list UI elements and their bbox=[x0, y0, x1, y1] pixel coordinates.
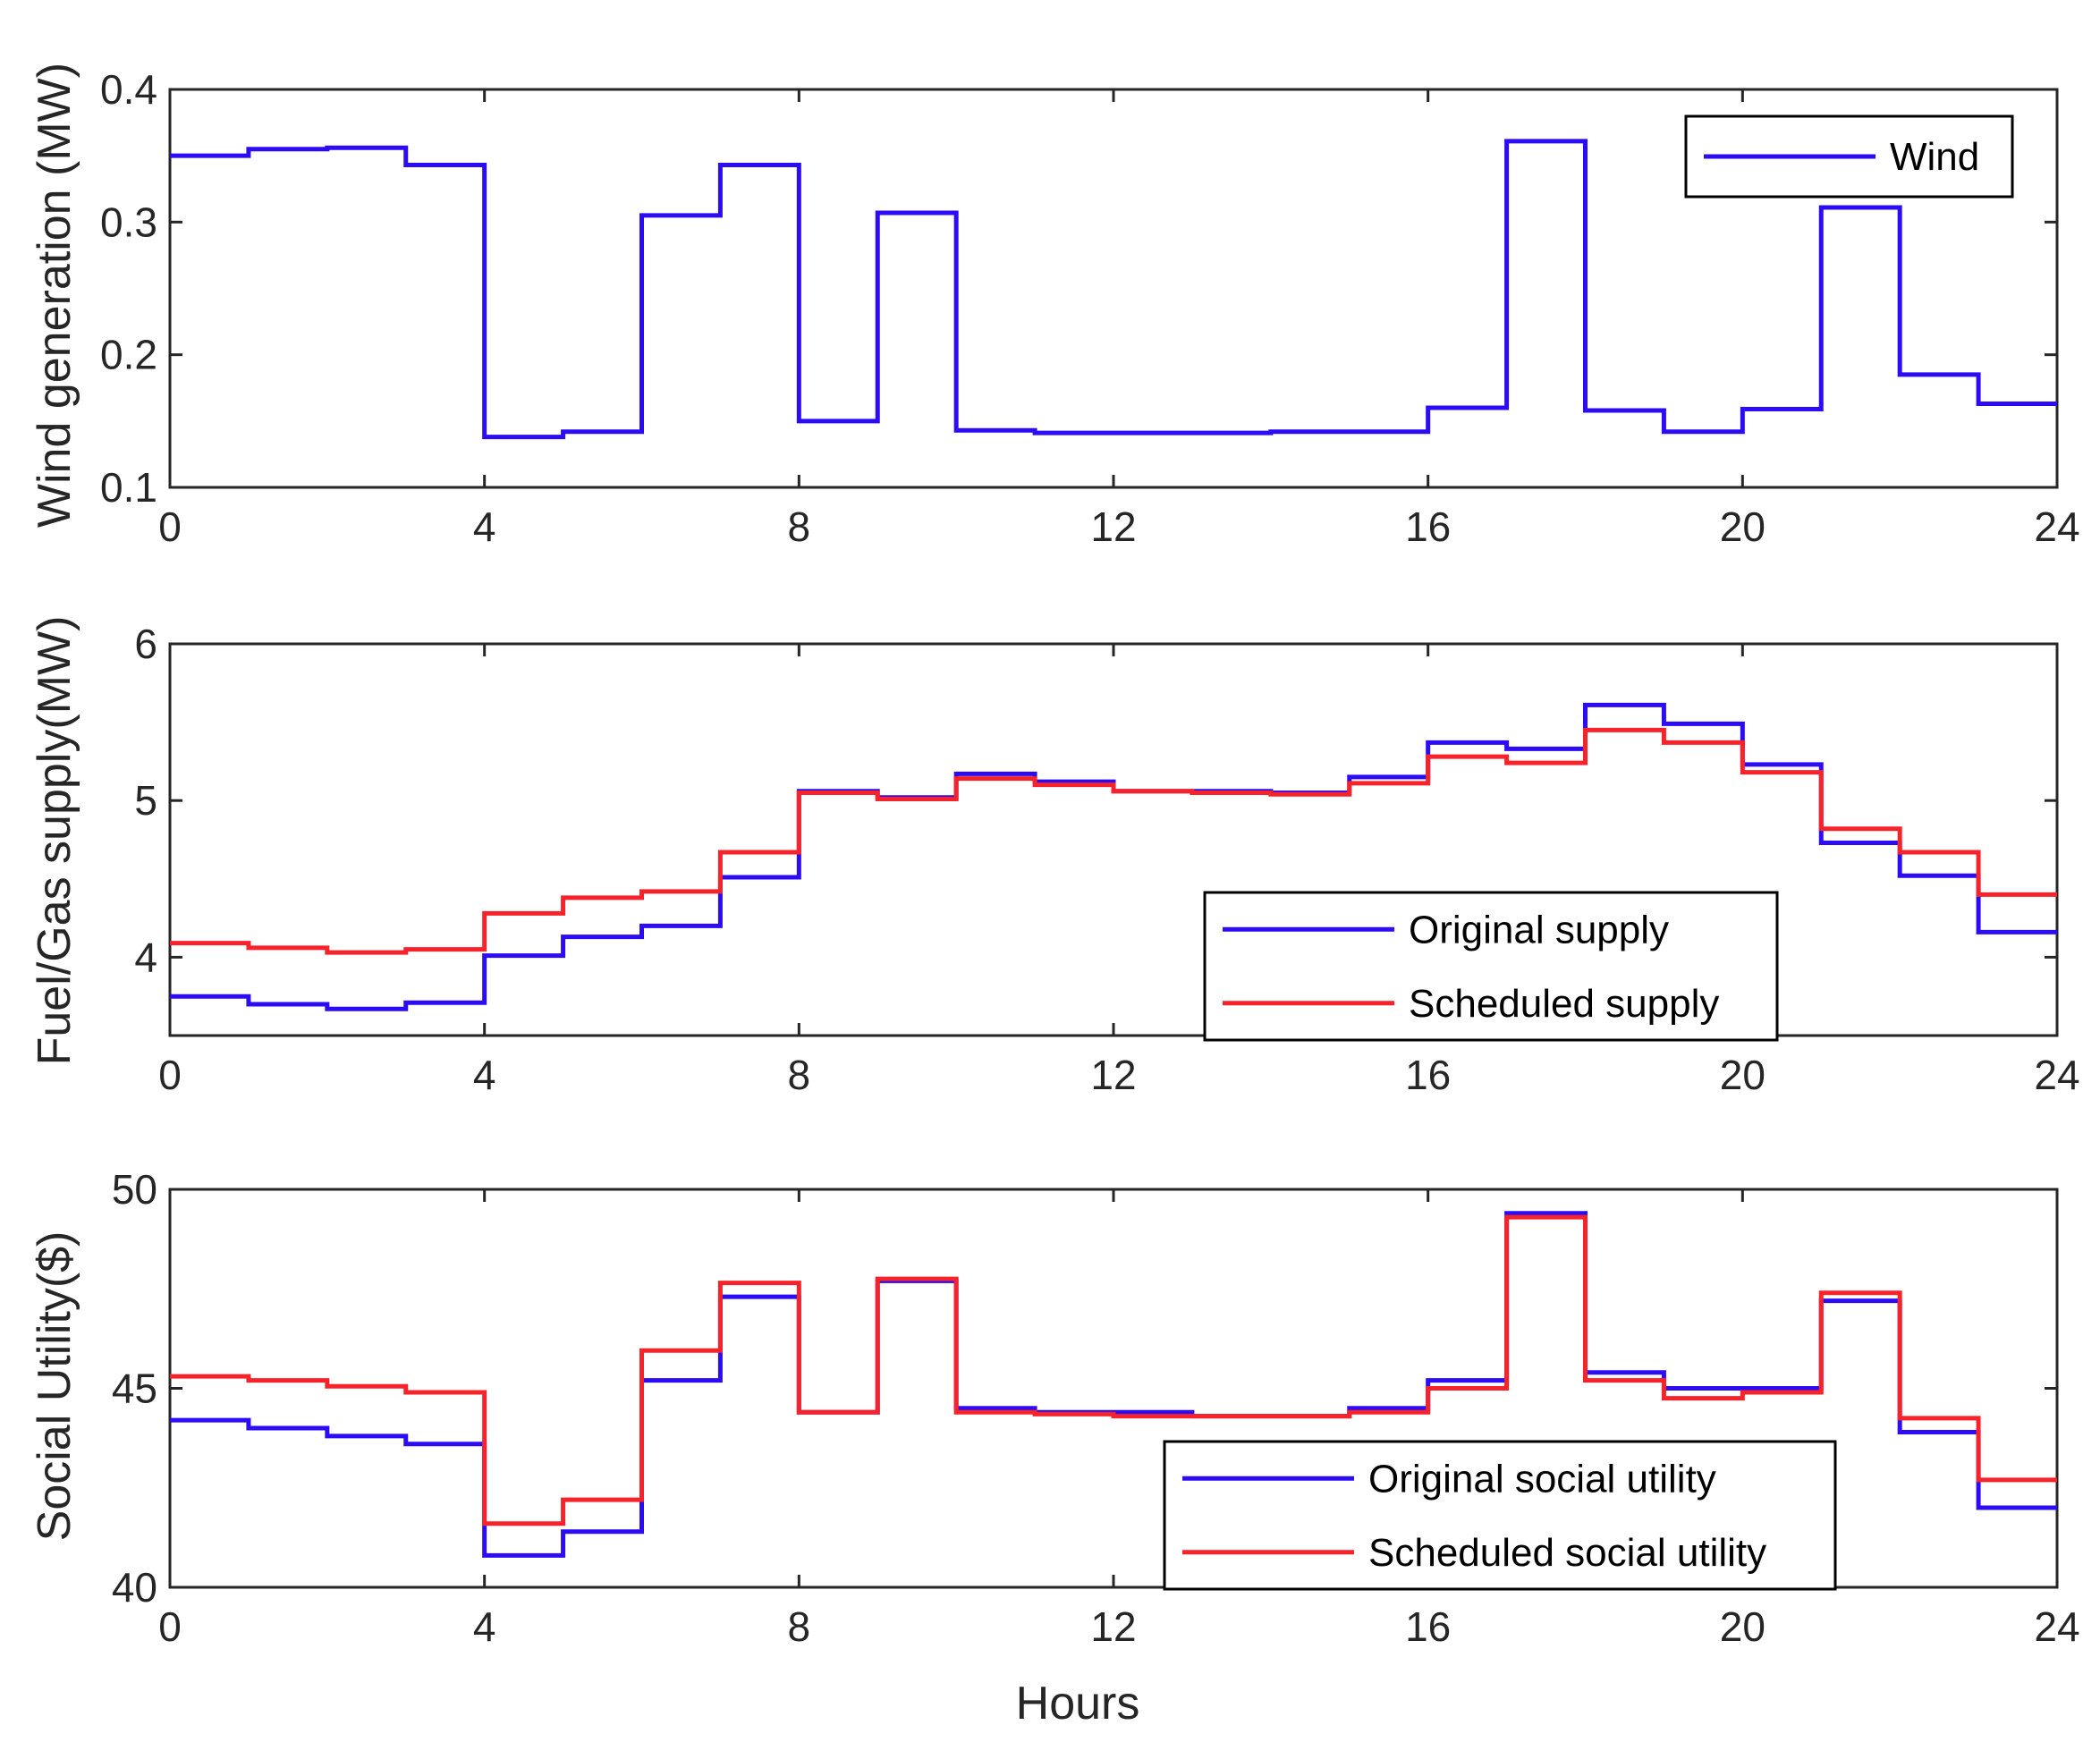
x-tick-label: 4 bbox=[473, 1603, 496, 1650]
legend: Original supply Scheduled supply bbox=[1203, 891, 1779, 1042]
legend-label: Original supply bbox=[1409, 908, 1669, 951]
x-tick-label: 12 bbox=[1090, 1052, 1136, 1098]
legend: Original social utility Scheduled social … bbox=[1163, 1440, 1837, 1591]
x-tick-label: 12 bbox=[1090, 1603, 1136, 1650]
x-tick-label: 20 bbox=[1720, 1603, 1766, 1650]
x-axis-label: Hours bbox=[1016, 1678, 1140, 1729]
y-tick-label: 0.3 bbox=[100, 199, 157, 245]
y-axis-label: Social Utility($) bbox=[29, 1231, 80, 1542]
x-tick-label: 8 bbox=[788, 503, 811, 550]
subplot-1: 0 4 8 12 16 20 24 0.1 0.2 0.3 0.4 Wind generation (… bbox=[29, 63, 2080, 550]
x-tick-label: 24 bbox=[2034, 1052, 2079, 1098]
x-tick-label: 0 bbox=[158, 503, 182, 550]
legend-label: Scheduled social utility bbox=[1368, 1531, 1766, 1575]
x-tick-label: 0 bbox=[158, 1603, 182, 1650]
x-tick-label: 20 bbox=[1720, 503, 1766, 550]
subplot-3: 0 4 8 12 16 20 24 40 45 50 Social Utility($) Hours O… bbox=[29, 1166, 2080, 1729]
y-tick-label: 4 bbox=[134, 934, 157, 980]
y-tick-label: 5 bbox=[134, 777, 157, 824]
x-tick-label: 16 bbox=[1405, 1603, 1451, 1650]
legend-label: Scheduled supply bbox=[1409, 982, 1719, 1026]
x-tick-label: 16 bbox=[1405, 1052, 1451, 1098]
legend-label: Wind bbox=[1890, 135, 1979, 179]
x-tick-label: 8 bbox=[788, 1052, 811, 1098]
y-tick-label: 0.1 bbox=[100, 464, 157, 511]
y-axis-label: Wind generation (MW) bbox=[29, 63, 80, 528]
legend-label: Original social utility bbox=[1368, 1457, 1716, 1501]
x-tick-label: 4 bbox=[473, 503, 496, 550]
y-tick-label: 50 bbox=[112, 1166, 157, 1213]
x-tick-label: 24 bbox=[2034, 1603, 2079, 1650]
y-tick-label: 6 bbox=[134, 621, 157, 667]
x-tick-label: 0 bbox=[158, 1052, 182, 1098]
y-tick-label: 45 bbox=[112, 1366, 157, 1412]
series-line-scheduled-social-utility bbox=[170, 1214, 2057, 1526]
subplot-2: 0 4 8 12 16 20 24 4 5 6 Fuel/Gas supply(MW) Origina… bbox=[29, 616, 2080, 1098]
x-tick-label: 8 bbox=[788, 1603, 811, 1650]
x-tick-label: 20 bbox=[1720, 1052, 1766, 1098]
x-tick-label: 16 bbox=[1405, 503, 1451, 550]
x-tick-label: 4 bbox=[473, 1052, 496, 1098]
series-line-wind bbox=[170, 139, 2057, 440]
y-tick-label: 0.2 bbox=[100, 332, 157, 378]
series-line-original-supply bbox=[170, 702, 2057, 1011]
legend-box bbox=[1163, 1440, 1837, 1591]
legend: Wind bbox=[1684, 114, 2014, 199]
y-axis-label: Fuel/Gas supply(MW) bbox=[29, 616, 80, 1066]
x-tick-label: 24 bbox=[2034, 503, 2079, 550]
y-tick-label: 40 bbox=[112, 1564, 157, 1611]
y-tick-label: 0.4 bbox=[100, 66, 157, 113]
series-line-scheduled-supply bbox=[170, 727, 2057, 955]
legend-box bbox=[1203, 891, 1779, 1042]
x-tick-label: 12 bbox=[1090, 503, 1136, 550]
